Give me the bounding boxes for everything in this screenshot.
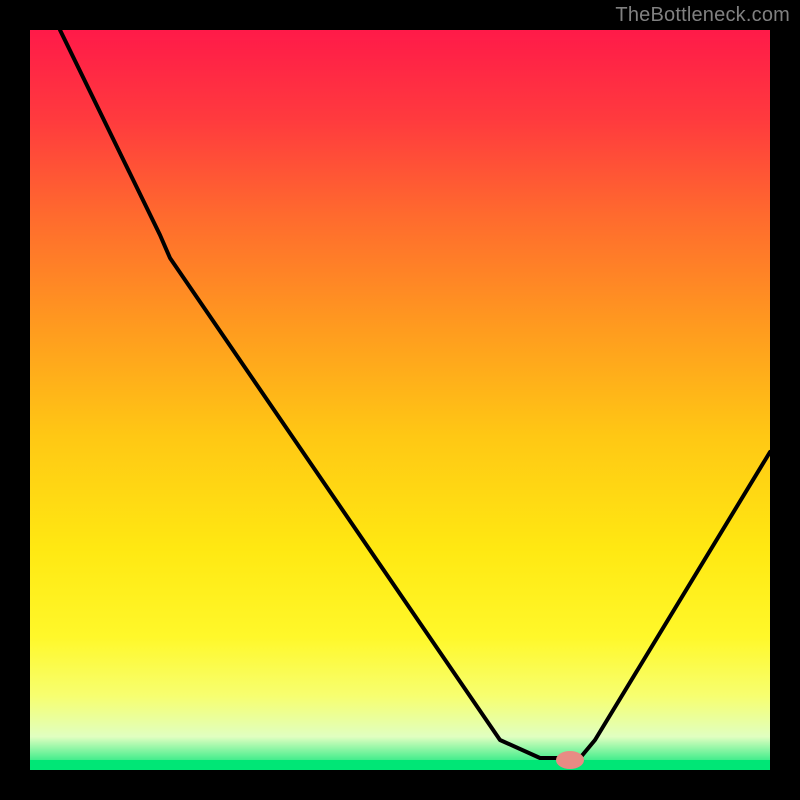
attribution-text: TheBottleneck.com: [615, 4, 790, 27]
chart-container: TheBottleneck.com: [0, 0, 800, 800]
bottleneck-chart: [0, 0, 800, 800]
optimum-marker: [556, 751, 584, 769]
chart-background-gradient: [30, 30, 770, 770]
